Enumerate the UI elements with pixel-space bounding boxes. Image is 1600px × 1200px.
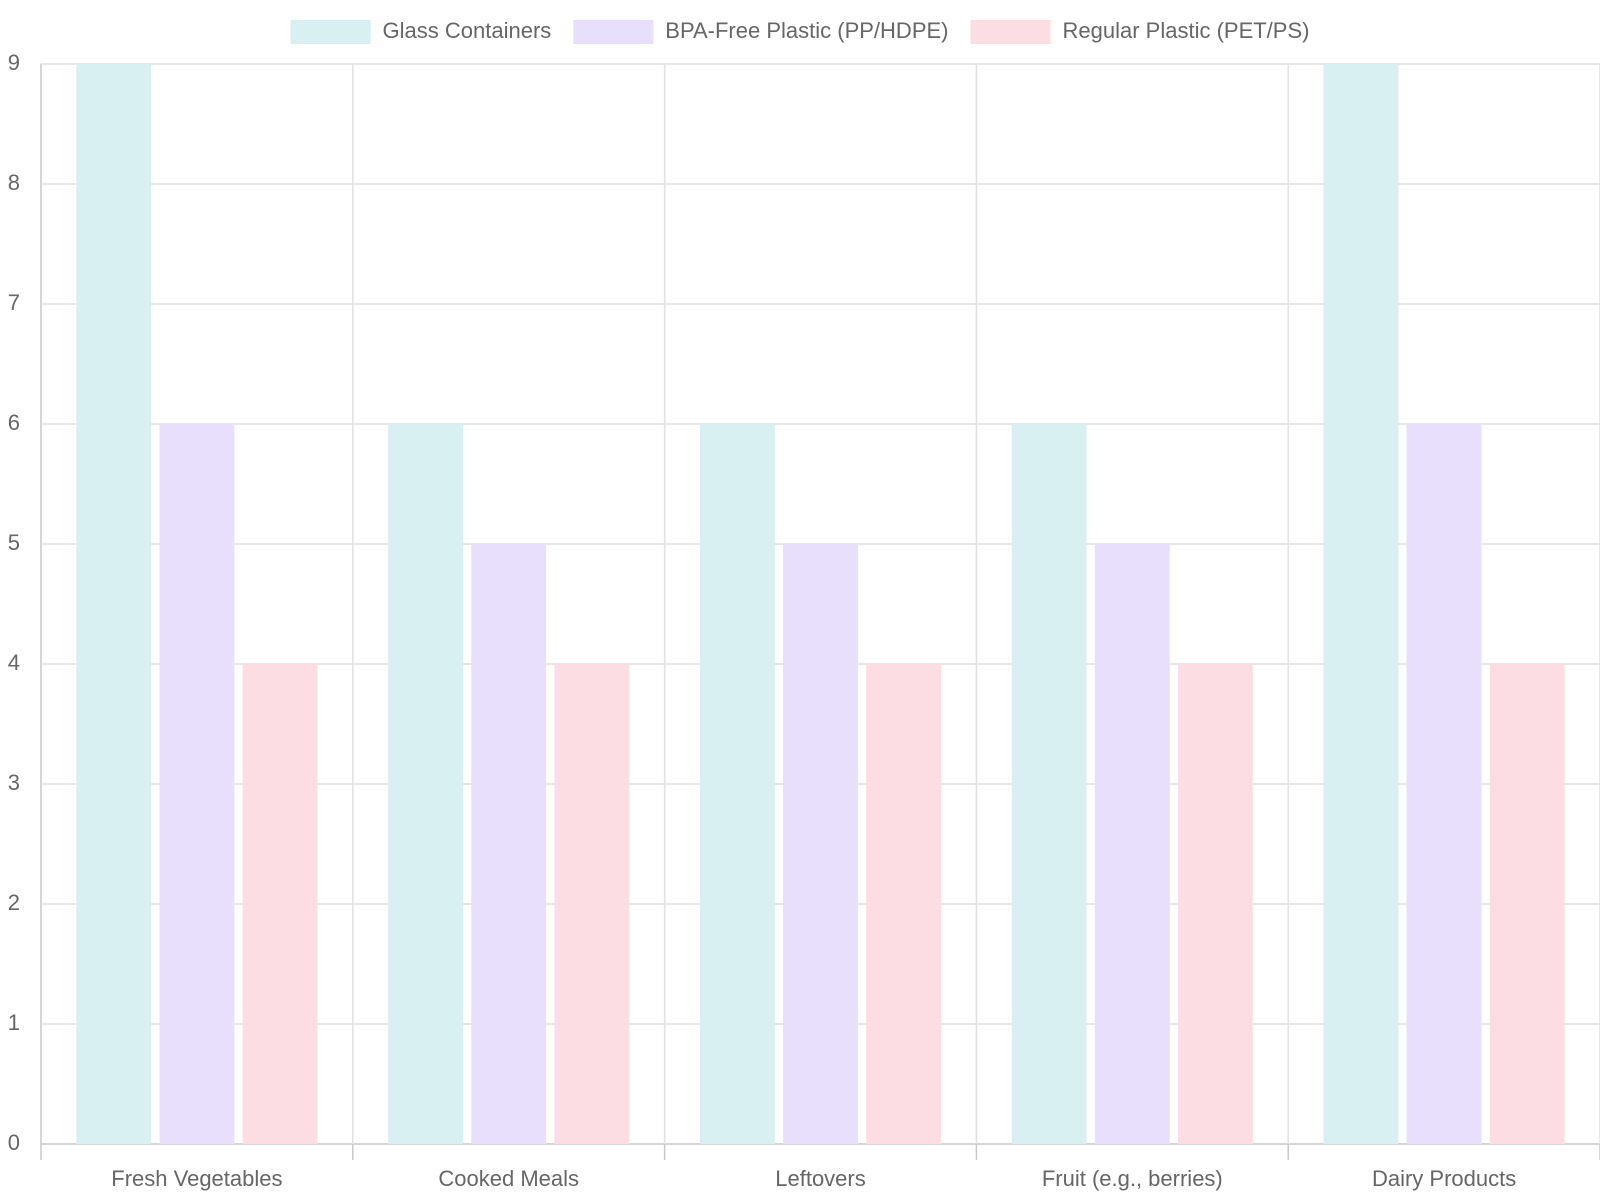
legend-swatch [573, 20, 654, 44]
bars [76, 64, 1565, 1144]
legend-swatch [290, 20, 371, 44]
bar[interactable] [1323, 64, 1399, 1144]
bar[interactable] [242, 664, 318, 1144]
legend-item[interactable]: Regular Plastic (PET/PS) [970, 18, 1310, 44]
y-tick-label: 7 [8, 290, 20, 315]
bar[interactable] [699, 424, 775, 1144]
bar[interactable] [471, 544, 547, 1144]
legend-item[interactable]: BPA-Free Plastic (PP/HDPE) [573, 18, 949, 44]
x-tick-label: Fruit (e.g., berries) [1042, 1166, 1223, 1191]
bar[interactable] [76, 64, 152, 1144]
bar[interactable] [1489, 664, 1565, 1144]
bar[interactable] [1011, 424, 1087, 1144]
x-tick-label: Fresh Vegetables [111, 1166, 282, 1191]
y-tick-label: 5 [8, 530, 20, 555]
legend-swatch [970, 20, 1051, 44]
bar[interactable] [388, 424, 463, 1144]
bar[interactable] [783, 544, 858, 1144]
legend-label: Regular Plastic (PET/PS) [1063, 18, 1310, 43]
legend-item[interactable]: Glass Containers [290, 18, 552, 44]
bar[interactable] [1178, 664, 1253, 1144]
y-tick-label: 2 [8, 890, 20, 915]
y-tick-label: 6 [8, 410, 20, 435]
axes [40, 1144, 1600, 1160]
x-axis-ticks: Fresh Vegetables Cooked Meals Leftovers Fru… [111, 1166, 1516, 1191]
x-tick-label: Leftovers [775, 1166, 866, 1191]
y-tick-label: 8 [8, 170, 20, 195]
bar[interactable] [866, 664, 942, 1144]
x-tick-label: Cooked Meals [438, 1166, 579, 1191]
y-tick-label: 0 [8, 1130, 20, 1155]
bar[interactable] [554, 664, 630, 1144]
legend-label: BPA-Free Plastic (PP/HDPE) [665, 18, 948, 43]
bar[interactable] [159, 424, 235, 1144]
legend[interactable]: Glass Containers BPA-Free Plastic (PP/HDP… [290, 18, 1310, 44]
y-tick-label: 3 [8, 770, 20, 795]
legend-label: Glass Containers [383, 18, 552, 43]
bar[interactable] [1094, 544, 1170, 1144]
x-tick-label: Dairy Products [1372, 1166, 1516, 1191]
y-axis-ticks: 0 1 2 3 4 5 6 7 8 9 [8, 50, 20, 1155]
y-tick-label: 1 [8, 1010, 20, 1035]
y-tick-label: 4 [8, 650, 20, 675]
y-tick-label: 9 [8, 50, 20, 75]
bar[interactable] [1406, 424, 1482, 1144]
